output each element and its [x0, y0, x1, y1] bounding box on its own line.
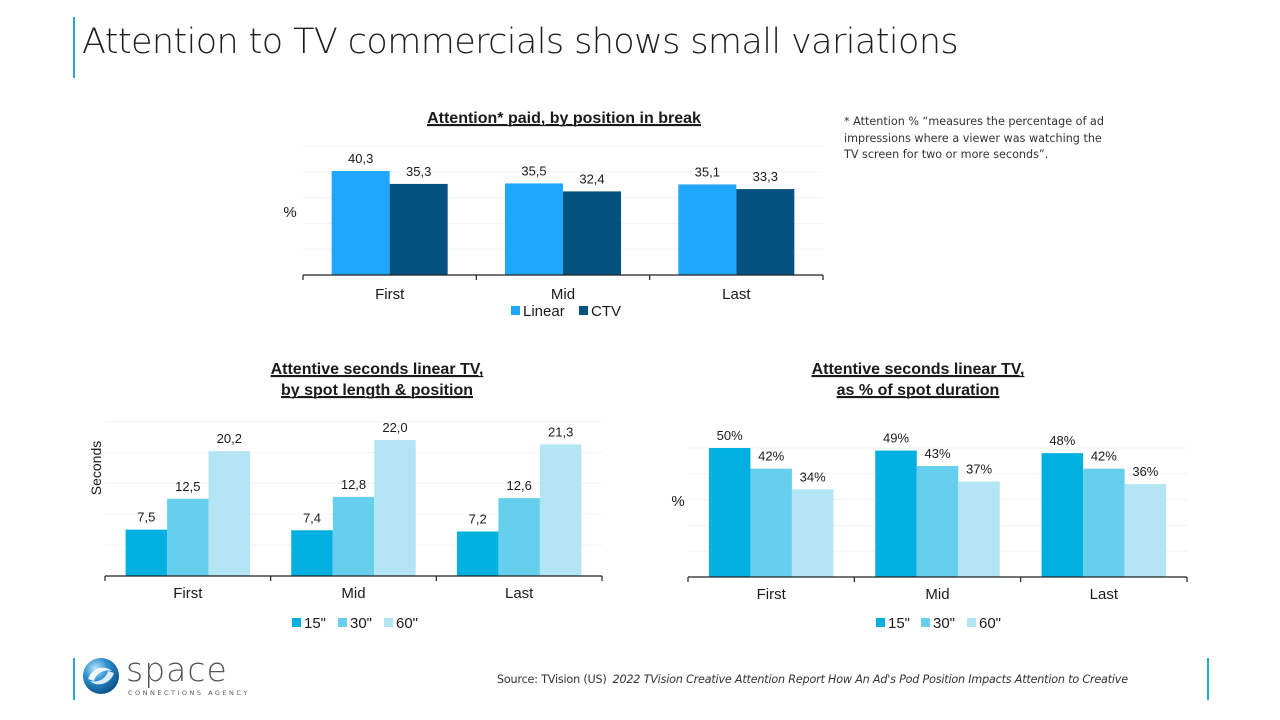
bar-last-2	[1124, 484, 1167, 577]
data-label: 50%	[717, 428, 743, 443]
legend-swatch	[511, 306, 520, 315]
slide-title: Attention to TV commercials shows small …	[82, 22, 959, 62]
bar-last-1	[736, 189, 795, 275]
legend-swatch	[921, 618, 930, 627]
category-label: Mid	[551, 286, 575, 303]
category-label: Last	[722, 286, 751, 303]
bar-first-2	[208, 451, 251, 576]
legend-label: 60"	[396, 615, 418, 632]
legend-label: 60"	[979, 615, 1001, 632]
legend-label: Linear	[523, 303, 565, 320]
chart-title: by spot length & position	[281, 382, 473, 399]
bar-mid-1	[332, 496, 375, 576]
company-logo: space CONNECTIONS AGENCY	[82, 650, 247, 700]
legend-label: CTV	[591, 303, 621, 320]
source-prefix: Source: TVision (US)	[497, 673, 607, 686]
chart-title: Attentive seconds linear TV,	[271, 361, 484, 378]
bar-mid-2	[958, 481, 1000, 577]
legend-label: 30"	[933, 615, 955, 632]
legend-swatch	[338, 618, 347, 627]
legend-label: 15"	[304, 615, 326, 632]
data-label: 36%	[1132, 464, 1158, 479]
data-label: 12,5	[175, 479, 200, 494]
data-label: 40,3	[348, 151, 373, 166]
legend-swatch	[292, 618, 301, 627]
bar-last-2	[539, 444, 582, 576]
category-label: Mid	[341, 585, 365, 602]
bar-mid-1	[916, 466, 959, 577]
source-accent-line	[1207, 658, 1209, 700]
category-label: First	[375, 286, 405, 303]
logo-wordmark: space	[126, 650, 228, 689]
logo-accent-line	[73, 658, 75, 700]
data-label: 49%	[883, 431, 909, 446]
chart-title: as % of spot duration	[837, 382, 1000, 399]
data-label: 34%	[800, 469, 826, 484]
data-label: 7,5	[137, 510, 155, 525]
data-label: 12,6	[507, 478, 532, 493]
source-citation: Source: TVision (US) 2022 TVision Creativ…	[497, 673, 1128, 686]
data-label: 35,3	[406, 164, 431, 179]
sphere-swirl-icon	[83, 658, 119, 694]
category-label: Last	[505, 585, 534, 602]
data-label: 48%	[1049, 433, 1075, 448]
data-label: 33,3	[753, 169, 778, 184]
bar-mid-0	[875, 450, 917, 577]
data-label: 42%	[1091, 449, 1117, 464]
data-label: 37%	[966, 462, 992, 477]
bar-last-0	[1041, 453, 1084, 577]
bar-last-0	[456, 531, 499, 576]
bar-last-1	[498, 498, 540, 576]
category-label: First	[757, 586, 787, 603]
bar-mid-0	[505, 183, 563, 275]
bar-first-2	[791, 489, 834, 577]
chart-title: Attention* paid, by position in break	[427, 110, 701, 127]
data-label: 35,5	[521, 163, 546, 178]
bar-first-1	[389, 183, 448, 275]
data-label: 12,8	[341, 477, 366, 492]
category-label: Mid	[925, 586, 949, 603]
bar-last-0	[678, 184, 737, 275]
bar-first-0	[708, 448, 751, 577]
attention-footnote: * Attention % “measures the percentage o…	[844, 115, 1104, 161]
data-label: 7,2	[469, 512, 487, 527]
y-axis-label: %	[671, 493, 684, 510]
bar-mid-1	[563, 191, 621, 275]
bar-mid-0	[291, 530, 333, 576]
bar-first-1	[167, 498, 209, 576]
data-label: 32,4	[579, 171, 604, 186]
bar-last-1	[1083, 468, 1125, 577]
category-label: Last	[1090, 586, 1119, 603]
legend-swatch	[876, 618, 885, 627]
legend-label: 15"	[888, 615, 910, 632]
legend-swatch	[579, 306, 588, 315]
legend-swatch	[967, 618, 976, 627]
y-axis-label: %	[283, 204, 296, 221]
bar-first-1	[750, 468, 792, 577]
category-label: First	[173, 585, 203, 602]
data-label: 21,3	[548, 424, 573, 439]
data-label: 7,4	[303, 510, 321, 525]
bar-mid-2	[374, 440, 416, 576]
logo-subtitle: CONNECTIONS AGENCY	[128, 689, 250, 697]
bar-first-0	[331, 171, 390, 275]
data-label: 22,0	[382, 420, 407, 435]
data-label: 43%	[924, 446, 950, 461]
chart-title: Attentive seconds linear TV,	[812, 361, 1025, 378]
data-label: 35,1	[695, 164, 720, 179]
title-accent-line	[73, 17, 75, 78]
legend-label: 30"	[350, 615, 372, 632]
legend-swatch	[384, 618, 393, 627]
data-label: 20,2	[217, 431, 242, 446]
bar-first-0	[125, 529, 168, 576]
data-label: 42%	[758, 449, 784, 464]
source-report-title: 2022 TVision Creative Attention Report H…	[612, 673, 1129, 686]
y-axis-label: Seconds	[88, 441, 104, 495]
